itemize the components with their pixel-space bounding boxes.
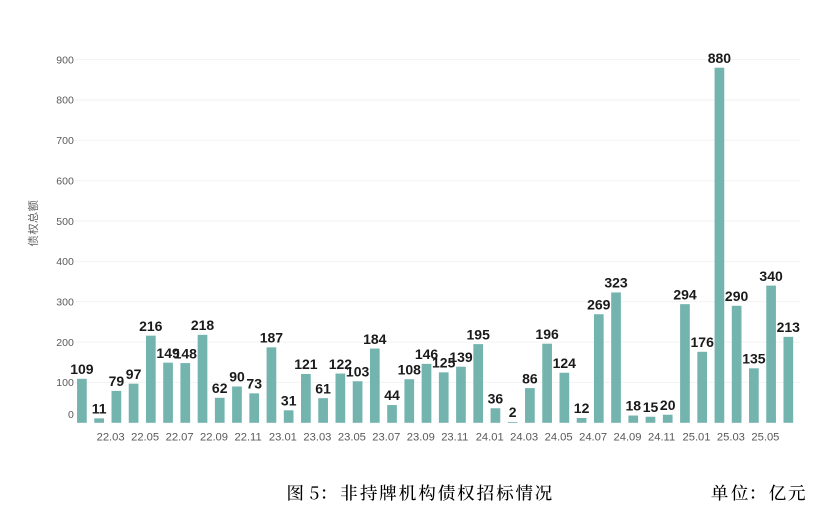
svg-text:31: 31	[281, 393, 297, 409]
svg-text:11: 11	[92, 401, 107, 417]
svg-text:195: 195	[467, 326, 491, 342]
svg-text:44: 44	[384, 387, 400, 403]
svg-text:24.05: 24.05	[545, 431, 573, 443]
svg-text:20: 20	[660, 397, 676, 413]
svg-text:500: 500	[56, 216, 74, 228]
svg-text:23.07: 23.07	[372, 431, 400, 443]
svg-text:0: 0	[68, 409, 74, 421]
svg-text:22.05: 22.05	[131, 431, 159, 443]
svg-text:24.09: 24.09	[614, 431, 642, 443]
svg-text:62: 62	[212, 380, 228, 396]
svg-text:36: 36	[488, 391, 504, 407]
svg-text:22.03: 22.03	[97, 431, 125, 443]
svg-text:121: 121	[294, 356, 318, 372]
svg-text:176: 176	[691, 334, 715, 350]
svg-text:108: 108	[398, 361, 422, 377]
svg-text:600: 600	[56, 175, 74, 187]
svg-text:24.07: 24.07	[579, 431, 607, 443]
svg-text:135: 135	[742, 351, 766, 367]
svg-text:200: 200	[56, 337, 74, 349]
svg-text:100: 100	[56, 377, 74, 389]
svg-text:18: 18	[626, 398, 642, 414]
svg-text:880: 880	[708, 50, 732, 66]
svg-text:15: 15	[643, 399, 659, 415]
svg-text:103: 103	[346, 363, 370, 379]
svg-text:22.07: 22.07	[166, 431, 194, 443]
svg-text:184: 184	[363, 331, 387, 347]
svg-text:148: 148	[174, 345, 198, 361]
svg-text:213: 213	[777, 319, 801, 335]
svg-text:323: 323	[604, 275, 628, 291]
svg-text:90: 90	[229, 369, 245, 385]
svg-text:23.11: 23.11	[441, 431, 468, 443]
svg-text:86: 86	[522, 370, 538, 386]
svg-text:800: 800	[56, 95, 74, 107]
svg-text:79: 79	[109, 373, 125, 389]
svg-text:290: 290	[725, 288, 749, 304]
svg-text:187: 187	[260, 330, 284, 346]
svg-text:149: 149	[156, 345, 180, 361]
svg-text:216: 216	[139, 318, 163, 334]
svg-text:73: 73	[246, 376, 262, 392]
svg-text:700: 700	[56, 135, 74, 147]
svg-text:139: 139	[449, 349, 473, 365]
svg-text:12: 12	[574, 400, 590, 416]
svg-text:218: 218	[191, 317, 215, 333]
svg-text:900: 900	[56, 54, 74, 66]
svg-text:22.11: 22.11	[235, 431, 262, 443]
svg-text:269: 269	[587, 297, 611, 313]
svg-text:25.05: 25.05	[751, 431, 779, 443]
svg-text:24.03: 24.03	[510, 431, 538, 443]
svg-text:2: 2	[509, 404, 517, 420]
svg-text:400: 400	[56, 256, 74, 268]
svg-text:122: 122	[329, 356, 353, 372]
svg-text:340: 340	[759, 268, 783, 284]
svg-text:300: 300	[56, 297, 74, 309]
svg-text:23.01: 23.01	[269, 431, 297, 443]
svg-text:25.03: 25.03	[717, 431, 745, 443]
svg-text:23.05: 23.05	[338, 431, 366, 443]
svg-text:109: 109	[70, 361, 94, 377]
svg-text:196: 196	[535, 326, 559, 342]
svg-text:25.01: 25.01	[683, 431, 711, 443]
svg-text:22.09: 22.09	[200, 431, 228, 443]
svg-text:97: 97	[126, 366, 142, 382]
svg-text:23.09: 23.09	[407, 431, 435, 443]
svg-text:23.03: 23.03	[303, 431, 331, 443]
svg-text:294: 294	[673, 286, 697, 302]
svg-text:146: 146	[415, 346, 439, 362]
svg-text:124: 124	[553, 355, 577, 371]
svg-text:24.11: 24.11	[648, 431, 675, 443]
svg-text:125: 125	[432, 355, 456, 371]
svg-text:24.01: 24.01	[476, 431, 504, 443]
svg-text:61: 61	[315, 380, 331, 396]
